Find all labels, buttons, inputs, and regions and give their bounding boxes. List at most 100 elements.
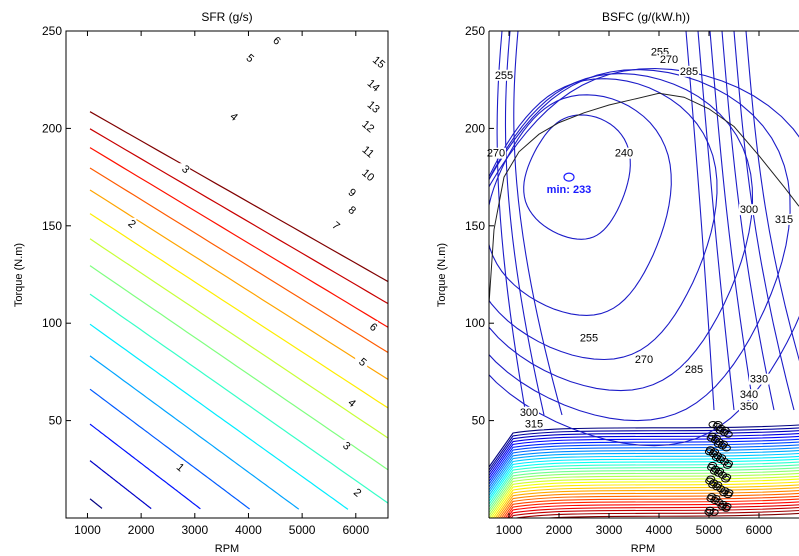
bsfc-cluster-mark-50	[717, 454, 726, 462]
bsfc-contour-vertical-2	[709, 31, 755, 411]
bsfc-cluster-mark-51	[718, 440, 728, 448]
bsfc-contour-lines	[489, 31, 799, 447]
sfr-contour-line-4	[89, 388, 250, 510]
bsfc-band-line-29	[510, 507, 799, 518]
sfr-contour-line-3	[89, 423, 201, 510]
bsfc-x-tick-label-3: 4000	[646, 523, 673, 537]
bsfc-low-torque-band	[489, 424, 799, 518]
sfr-y-tick-label-1: 100	[42, 316, 62, 330]
sfr-y-tick-label-0: 50	[49, 414, 63, 428]
bsfc-band-line-30	[512, 509, 799, 518]
bsfc-x-tick-label-2: 3000	[596, 523, 623, 537]
bsfc-max-torque-curve	[489, 92, 799, 304]
bsfc-contour-labels: 2552702552702852403003152552702853003153…	[486, 46, 794, 430]
bsfc-x-tick-label-4: 5000	[696, 523, 723, 537]
bsfc-contour-label-5: 240	[615, 148, 633, 160]
bsfc-band-line-18	[489, 475, 799, 518]
bsfc-contour-left-1	[504, 31, 545, 416]
bsfc-band-line-16	[489, 470, 799, 513]
bsfc-x-tick-label-5: 6000	[746, 523, 773, 537]
bsfc-cluster-mark-57	[710, 448, 719, 456]
bsfc-cluster-mark-32	[723, 430, 733, 438]
sfr-contour-label-bg-19	[371, 56, 384, 68]
sfr-contour-label-bg-14	[360, 169, 373, 181]
sfr-contour-label-bg-0	[172, 461, 185, 473]
bsfc-y-tick-label-1: 100	[465, 316, 485, 330]
bsfc-cluster-mark-54	[724, 489, 734, 497]
bsfc-contour-label-bg-2	[650, 46, 670, 58]
sfr-x-ticks: 1000 2000 3000 4000 5000 6000	[74, 31, 369, 537]
sfr-contour-label-bg-8	[355, 356, 368, 368]
sfr-plot-frame	[65, 30, 389, 519]
bsfc-y-tick-label-3: 200	[465, 121, 485, 135]
bsfc-contour-label-bg-10	[684, 363, 704, 375]
bsfc-band-line-6	[489, 441, 799, 485]
bsfc-band-line-19	[490, 478, 799, 518]
sfr-contour-label-bg-10	[365, 321, 378, 333]
sfr-x-tick-label-4: 5000	[289, 523, 316, 537]
bsfc-contour-label-bg-14	[739, 389, 759, 401]
bsfc-contour-left-0	[496, 31, 527, 416]
sfr-contour-line-11	[89, 189, 388, 381]
bsfc-contour-label-9: 270	[635, 354, 653, 366]
sfr-contour-label-bg-13	[344, 186, 357, 198]
bsfc-minimum-marker	[563, 172, 575, 182]
bsfc-y-tick-label-0: 50	[472, 414, 486, 428]
bsfc-chart: 2552702552702852403003152552702853003153…	[436, 10, 799, 555]
bsfc-cluster-mark-49	[715, 467, 725, 475]
bsfc-band-line-5	[489, 438, 799, 482]
sfr-y-tick-label-3: 200	[42, 121, 62, 135]
bsfc-band-line-15	[489, 467, 799, 511]
sfr-contour-label-bg-15	[360, 145, 373, 157]
bsfc-band-line-10	[489, 452, 799, 496]
bsfc-contour-label-bg-13	[749, 373, 769, 385]
bsfc-band-line-22	[496, 487, 799, 518]
bsfc-cluster-mark-43	[724, 460, 733, 467]
bsfc-band-line-8	[489, 447, 799, 491]
bsfc-band-line-0	[489, 424, 799, 468]
sfr-x-tick-label-0: 1000	[74, 523, 101, 537]
sfr-contour-label-bg-4	[339, 439, 352, 451]
sfr-contour-label-bg-18	[365, 79, 378, 91]
bsfc-contour-ring-1	[489, 94, 672, 316]
bsfc-cluster-mark-56	[708, 461, 718, 469]
bsfc-contour-vertical-5	[745, 31, 799, 362]
bsfc-contour-label-6: 300	[740, 204, 758, 216]
bsfc-contour-label-0: 255	[495, 70, 513, 82]
bsfc-contour-label-10: 285	[685, 364, 703, 376]
bsfc-x-ticks: 1000 2000 3000 4000 5000 6000	[496, 31, 773, 537]
bsfc-band-line-24	[500, 492, 799, 518]
bsfc-contour-label-4: 285	[680, 66, 698, 78]
bsfc-y-ticks: 50 100 150 200 250	[465, 24, 494, 428]
sfr-contour-line-12	[89, 167, 388, 354]
bsfc-cluster-mark-47	[711, 495, 721, 502]
sfr-y-tick-label-4: 250	[42, 24, 62, 38]
bsfc-contour-label-bg-4	[679, 65, 699, 77]
bsfc-contour-label-bg-7	[774, 213, 794, 225]
bsfc-contour-label-1: 270	[487, 148, 505, 160]
bsfc-contour-label-bg-11	[519, 406, 539, 418]
bsfc-x-tick-label-0: 1000	[496, 523, 523, 537]
sfr-contour-label-bg-9	[269, 34, 282, 46]
bsfc-contour-label-bg-6	[739, 204, 759, 216]
sfr-contour-label-bg-16	[360, 120, 373, 132]
bsfc-band-line-12	[489, 458, 799, 502]
bsfc-band-line-20	[492, 481, 799, 518]
sfr-contour-label-bg-2	[349, 486, 362, 498]
sfr-contour-line-8	[89, 265, 388, 471]
bsfc-contour-ring-3	[489, 73, 754, 392]
sfr-contour-line-2	[89, 460, 152, 510]
bsfc-chart-title: BSFC (g/(kW.h))	[602, 10, 690, 24]
bsfc-contour-ring-0	[523, 114, 631, 240]
bsfc-y-tick-label-4: 250	[465, 24, 485, 38]
bsfc-cluster-mark-59	[713, 421, 723, 428]
bsfc-contour-label-3: 270	[660, 54, 678, 66]
bsfc-x-axis-label: RPM	[631, 543, 655, 555]
bsfc-contour-label-12: 315	[525, 418, 543, 430]
bsfc-cluster-mark-58	[711, 434, 721, 442]
sfr-y-ticks: 50 100 150 200 250	[42, 24, 71, 428]
sfr-y-tick-label-2: 150	[42, 219, 62, 233]
sfr-contour-line-13	[89, 147, 388, 328]
bsfc-contour-label-bg-1	[486, 147, 506, 159]
bsfc-band-line-17	[489, 472, 799, 516]
